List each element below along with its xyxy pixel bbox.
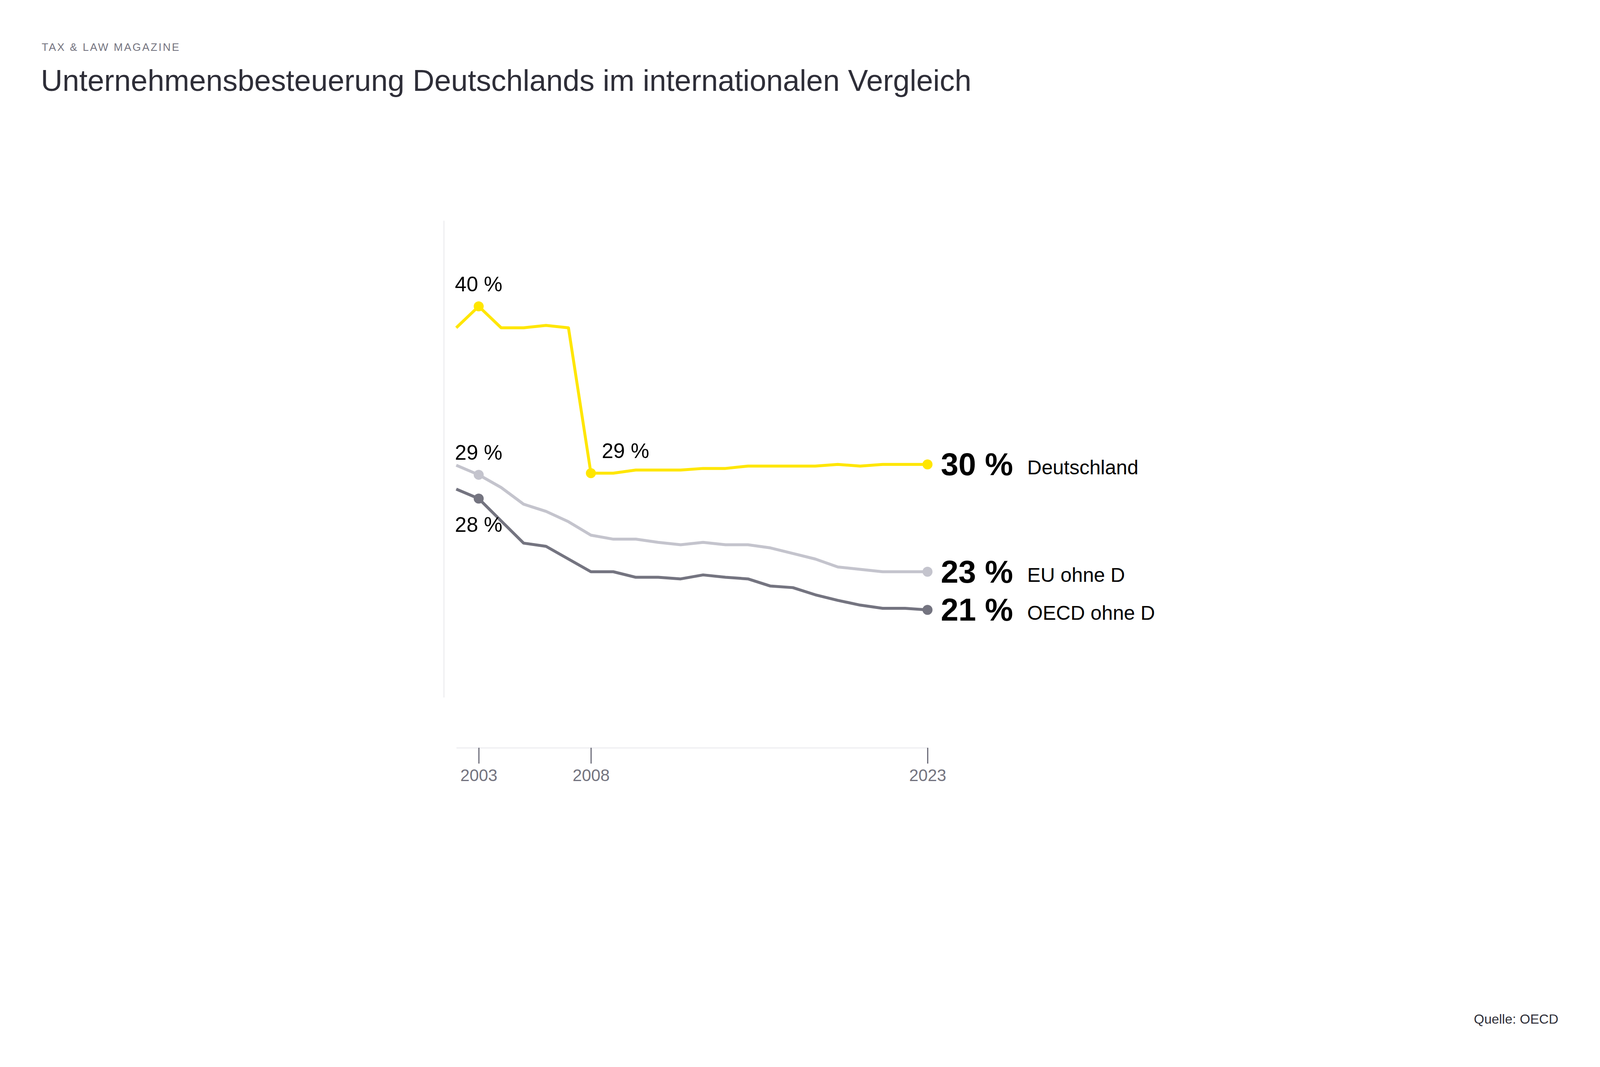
x-axis-line (456, 747, 928, 749)
source: Quelle: OECD (1473, 1011, 1559, 1027)
point-marker (473, 301, 484, 312)
data-label: 40 % (455, 272, 503, 296)
data-label: 29 % (601, 439, 650, 463)
point-marker (473, 493, 484, 504)
title: Unternehmensbesteuerung Deutschlands im … (40, 63, 972, 98)
x-tick-mark (927, 747, 929, 764)
point-marker (922, 566, 933, 577)
data-label: 28 % (455, 512, 503, 537)
x-tick: 2003 (460, 747, 498, 785)
series-line (456, 465, 928, 572)
series-name: OECD ohne D (1027, 601, 1155, 624)
point-marker (922, 604, 933, 615)
x-tick-label: 2008 (572, 765, 610, 785)
end-value-label: 23 % (940, 553, 1013, 590)
x-tick-label: 2003 (460, 765, 498, 785)
plot-area (456, 301, 933, 615)
end-value-label: 21 % (940, 591, 1013, 628)
point-marker (585, 467, 596, 478)
x-tick: 2023 (909, 747, 947, 785)
x-tick-label: 2023 (909, 765, 947, 785)
point-marker (922, 459, 933, 470)
x-tick: 2008 (572, 747, 610, 785)
x-tick-mark (478, 747, 480, 764)
point-marker (473, 469, 484, 480)
x-tick-mark (590, 747, 592, 764)
end-value-label: 30 % (940, 446, 1013, 482)
series-line (456, 488, 928, 610)
data-label: 29 % (455, 440, 503, 465)
labels: 40 % 29 % 30 % Deutschland 29 % 23 % EU ohne D… (455, 272, 1155, 628)
y-axis-line (443, 220, 445, 698)
series-line (456, 306, 928, 473)
series-name: EU ohne D (1027, 563, 1125, 586)
series-name: Deutschland (1027, 456, 1139, 479)
chart: TAX & LAW MAGAZINE Unternehmensbesteuerun… (0, 0, 1600, 1067)
kicker: TAX & LAW MAGAZINE (41, 40, 181, 54)
y-axis (443, 220, 445, 698)
x-axis: 2003 2008 2023 (456, 747, 947, 785)
